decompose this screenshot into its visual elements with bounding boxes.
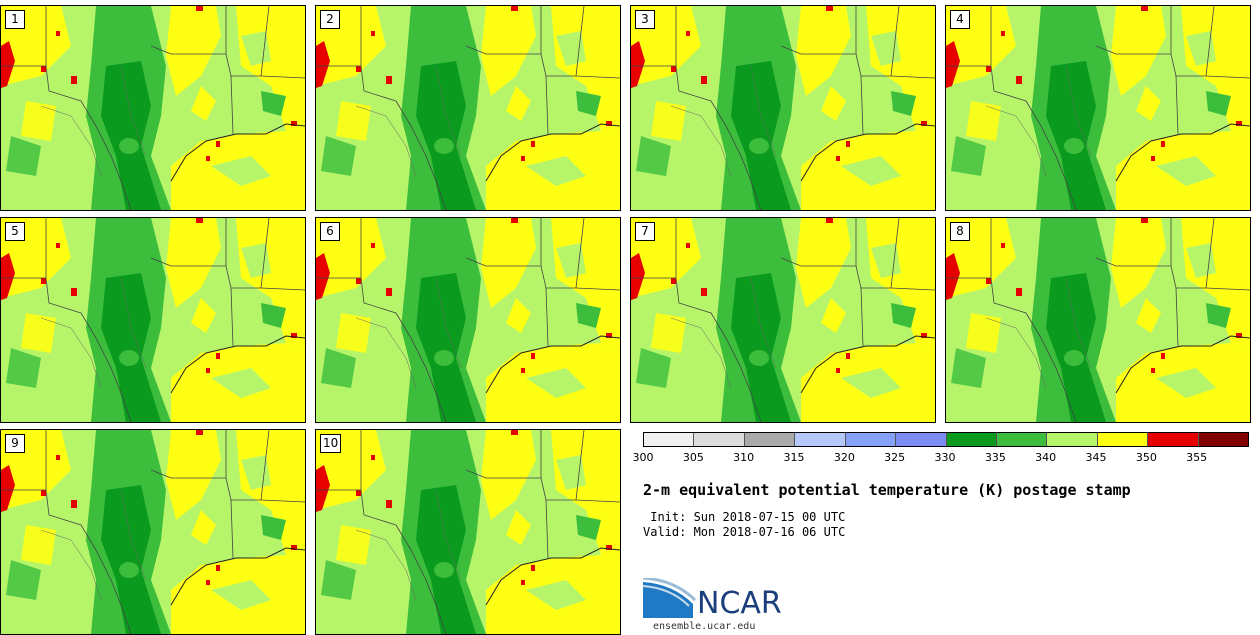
ensemble-member-panel: 2 xyxy=(315,5,621,211)
theta-e-map xyxy=(1,430,305,634)
theta-e-map xyxy=(946,6,1250,210)
colorbar-swatch xyxy=(1047,433,1098,446)
ensemble-member-panel: 8 xyxy=(945,217,1251,423)
member-number-label: 6 xyxy=(320,222,340,241)
colorbar-swatch xyxy=(795,433,846,446)
colorbar-tick-label: 335 xyxy=(984,451,1006,464)
colorbar-tick-label: 345 xyxy=(1085,451,1107,464)
ensemble-member-panel: 7 xyxy=(630,217,936,423)
colorbar-tick-label: 300 xyxy=(632,451,654,464)
ensemble-member-panel: 1 xyxy=(0,5,306,211)
colorbar-swatch xyxy=(644,433,695,446)
member-number-label: 3 xyxy=(635,10,655,29)
member-number-label: 8 xyxy=(950,222,970,241)
colorbar-tick-label: 330 xyxy=(934,451,956,464)
theta-e-map xyxy=(1,6,305,210)
colorbar-tick-label: 310 xyxy=(733,451,755,464)
colorbar-tick-label: 315 xyxy=(783,451,805,464)
member-number-label: 7 xyxy=(635,222,655,241)
colorbar-swatch xyxy=(1148,433,1199,446)
theta-e-map xyxy=(316,6,620,210)
colorbar-tick-label: 325 xyxy=(884,451,906,464)
theta-e-map xyxy=(1,218,305,422)
colorbar-tick-label: 320 xyxy=(833,451,855,464)
theta-e-map xyxy=(631,218,935,422)
theta-e-map xyxy=(631,6,935,210)
member-number-label: 1 xyxy=(5,10,25,29)
colorbar-swatch xyxy=(1198,433,1249,446)
colorbar-tick-label: 305 xyxy=(682,451,704,464)
website-url[interactable]: ensemble.ucar.edu xyxy=(653,621,756,632)
member-number-label: 10 xyxy=(320,434,342,453)
colorbar-swatch xyxy=(744,433,796,446)
colorbar-tick-label: 340 xyxy=(1035,451,1057,464)
member-number-label: 9 xyxy=(5,434,25,453)
member-number-label: 2 xyxy=(320,10,340,29)
colorbar-tick-label: 350 xyxy=(1135,451,1157,464)
ensemble-member-panel: 9 xyxy=(0,429,306,635)
colorbar-swatch xyxy=(946,433,997,446)
ncar-logo-icon xyxy=(643,578,697,618)
ensemble-member-panel: 6 xyxy=(315,217,621,423)
theta-e-map xyxy=(316,218,620,422)
theta-e-map xyxy=(946,218,1250,422)
valid-time: Valid: Mon 2018-07-16 06 UTC xyxy=(643,525,846,539)
init-time: Init: Sun 2018-07-15 00 UTC xyxy=(643,510,846,524)
colorbar-swatch xyxy=(996,433,1048,446)
ncar-logo-text: NCAR xyxy=(697,586,782,621)
colorbar-swatch xyxy=(896,433,947,446)
member-number-label: 4 xyxy=(950,10,970,29)
colorbar-swatch xyxy=(845,433,897,446)
ensemble-member-panel: 10 xyxy=(315,429,621,635)
ensemble-member-panel: 5 xyxy=(0,217,306,423)
colorbar-tick-label: 355 xyxy=(1186,451,1208,464)
colorbar xyxy=(643,432,1249,447)
ensemble-member-panel: 3 xyxy=(630,5,936,211)
theta-e-map xyxy=(316,430,620,634)
figure-title: 2-m equivalent potential temperature (K)… xyxy=(643,481,1131,499)
ensemble-member-panel: 4 xyxy=(945,5,1251,211)
member-number-label: 5 xyxy=(5,222,25,241)
colorbar-swatch xyxy=(694,433,745,446)
colorbar-swatch xyxy=(1097,433,1149,446)
